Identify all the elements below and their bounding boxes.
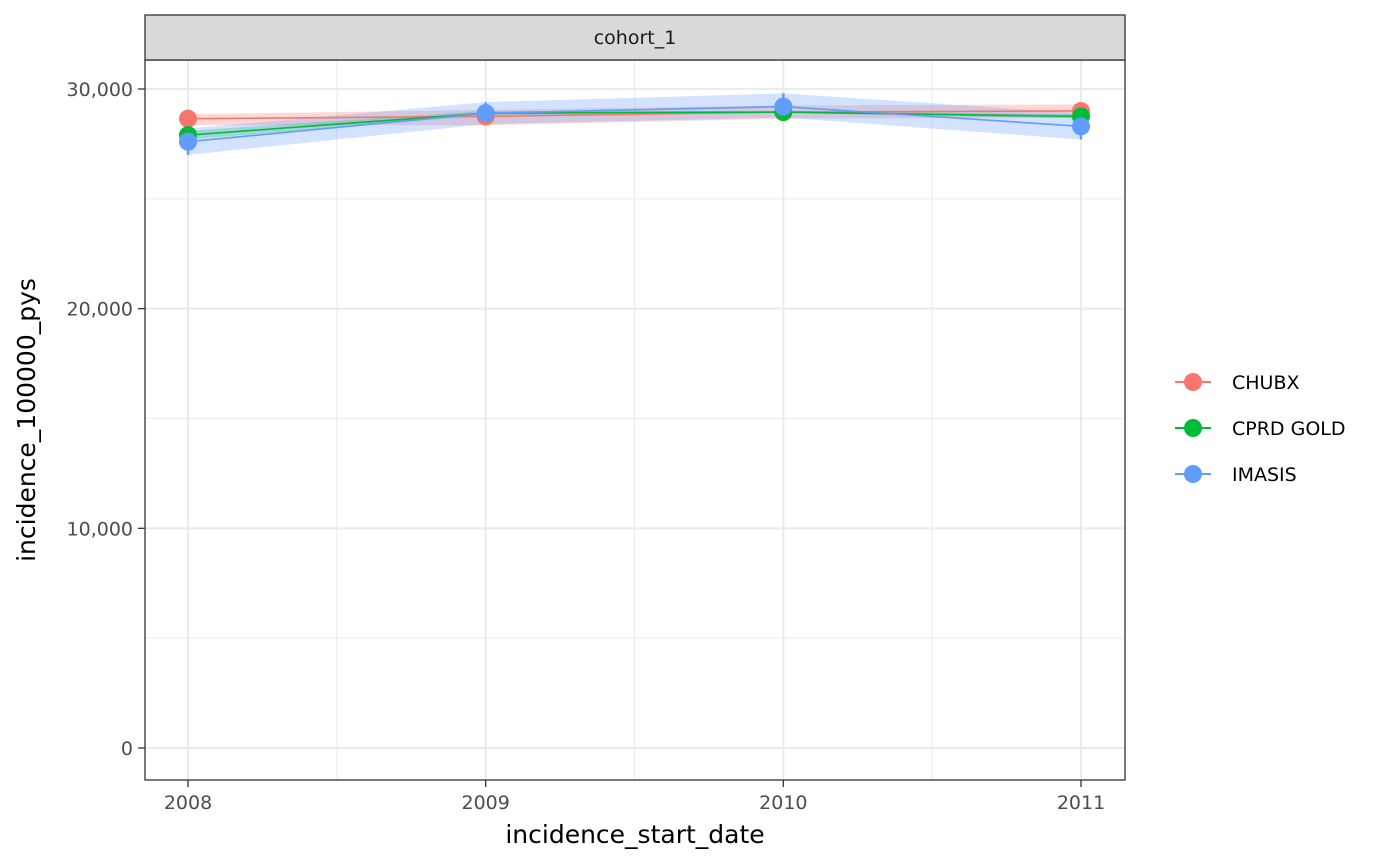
line-cprd-gold bbox=[187, 111, 1082, 136]
facet-strip-label: cohort_1 bbox=[594, 27, 677, 49]
x-tick-label: 2011 bbox=[1057, 792, 1105, 814]
ribbon-imasis bbox=[188, 93, 1081, 155]
legend-key-point bbox=[1184, 373, 1202, 391]
line-imasis bbox=[187, 105, 1082, 143]
y-tick-label: 30,000 bbox=[67, 79, 133, 101]
y-tick-label: 0 bbox=[121, 738, 133, 760]
gridlines bbox=[145, 60, 1125, 780]
y-tick-label: 20,000 bbox=[67, 299, 133, 321]
legend-item-imasis: IMASIS bbox=[1175, 464, 1297, 486]
axes: 0 10,000 20,000 30,000 2008 2009 2010 2011 bbox=[67, 79, 1106, 814]
legend-item-chubx: CHUBX bbox=[1175, 372, 1300, 394]
x-tick-label: 2009 bbox=[461, 792, 509, 814]
y-tick-label: 10,000 bbox=[67, 518, 133, 540]
x-tick-label: 2010 bbox=[759, 792, 807, 814]
legend-label: CPRD GOLD bbox=[1232, 418, 1346, 440]
line-chubx bbox=[187, 110, 1082, 120]
point-imasis-2009 bbox=[476, 104, 495, 123]
legend-label: IMASIS bbox=[1232, 464, 1297, 486]
legend-item-cprd-gold: CPRD GOLD bbox=[1175, 418, 1346, 440]
point-imasis-2010 bbox=[774, 97, 793, 116]
facet-strip bbox=[144, 14, 1126, 61]
data-points bbox=[179, 97, 1090, 151]
x-axis-title: incidence_start_date bbox=[505, 820, 764, 849]
legend: CHUBX CPRD GOLD IMASIS bbox=[1175, 372, 1346, 486]
series-lines bbox=[187, 105, 1082, 143]
x-tick-label: 2008 bbox=[164, 792, 212, 814]
y-axis-title: incidence_100000_pys bbox=[12, 278, 41, 562]
legend-label: CHUBX bbox=[1232, 372, 1300, 394]
point-imasis-2008 bbox=[179, 132, 197, 151]
legend-key-point bbox=[1184, 465, 1202, 483]
point-imasis-2011 bbox=[1072, 117, 1090, 136]
point-chubx-2008 bbox=[179, 109, 197, 128]
legend-key-point bbox=[1184, 419, 1202, 437]
